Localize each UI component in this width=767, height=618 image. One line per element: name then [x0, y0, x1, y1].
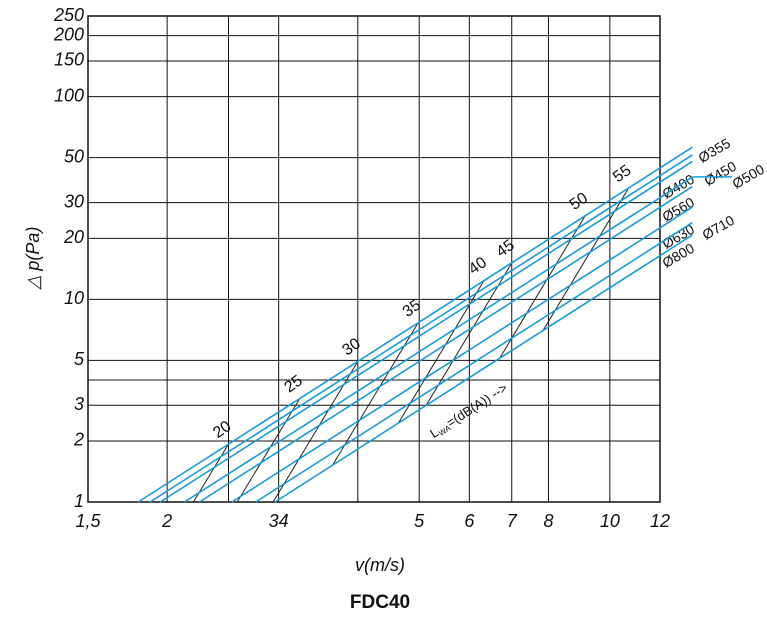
sound-level-line [236, 398, 301, 503]
diameter-line [137, 146, 693, 503]
sound-level-label: 50 [567, 190, 591, 214]
x-axis-label: v(m/s) [355, 555, 405, 575]
diameter-label: Ø710 [699, 212, 737, 243]
sound-level-label: 35 [400, 297, 424, 321]
x-tick-label: 10 [600, 511, 620, 531]
y-tick-label: 100 [54, 85, 84, 105]
y-tick-label: 30 [64, 191, 84, 211]
y-axis-label: △ p(Pa) [23, 227, 43, 291]
diameter-line [149, 154, 693, 503]
chart-title: FDC40 [350, 592, 410, 613]
plot-frame [87, 15, 661, 503]
y-tick-label: 20 [63, 227, 84, 247]
sound-level-label: 30 [339, 335, 363, 359]
diameter-line [274, 234, 693, 503]
y-tick-label: 250 [53, 5, 84, 25]
x-tick-label: 2 [161, 511, 172, 531]
diameter-line [199, 185, 693, 503]
diameter-line [184, 176, 693, 503]
x-tick-label: 5 [414, 511, 425, 531]
y-tick-label: 2 [73, 430, 84, 450]
diameter-line [231, 206, 693, 503]
diameter-line [159, 160, 693, 503]
x-tick-label: 7 [507, 511, 518, 531]
y-tick-label: 1 [74, 491, 84, 511]
sound-level-label: 55 [610, 162, 634, 186]
x-tick-label: 12 [650, 511, 670, 531]
y-tick-label: 150 [54, 50, 84, 70]
y-tick-label: 50 [64, 146, 84, 166]
x-tick-label: 6 [464, 511, 475, 531]
y-tick-label: 10 [64, 288, 84, 308]
x-tick-label: 1,5 [75, 511, 101, 531]
y-tick-label: 5 [74, 349, 85, 369]
y-tick-label: 3 [74, 394, 84, 414]
x-tick-label: 8 [543, 511, 553, 531]
grid [87, 15, 661, 503]
y-tick-label: 200 [53, 24, 84, 44]
x-tick-label: 34 [269, 511, 289, 531]
sound-level-label: 45 [493, 237, 517, 261]
sound-level-label: 20 [210, 418, 234, 442]
sound-level-label: 25 [282, 372, 306, 396]
diameter-line [255, 221, 693, 503]
